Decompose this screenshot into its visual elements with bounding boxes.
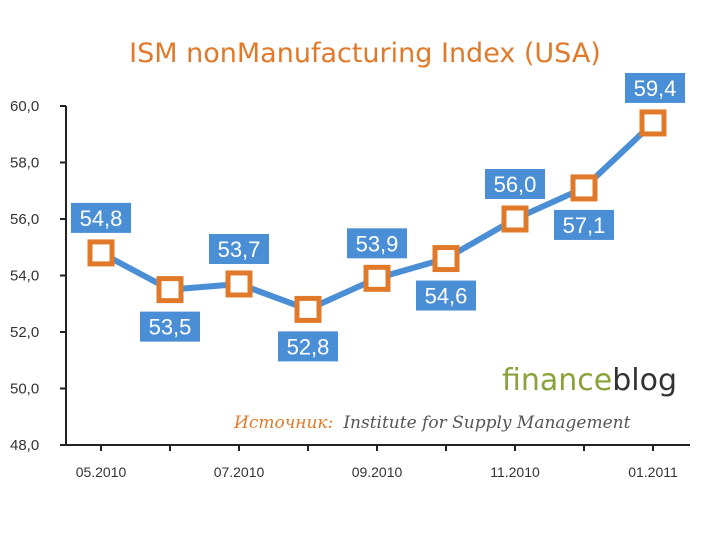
data-label: 57,1 <box>554 209 614 240</box>
data-label-text: 53,7 <box>218 237 261 262</box>
data-point-marker <box>87 239 115 267</box>
y-tick-label: 58,0 <box>10 155 39 172</box>
x-tick-label: 09.2010 <box>352 464 403 480</box>
y-tick-label: 54,0 <box>10 268 39 285</box>
chart-title: ISM nonManufacturing Index (USA) <box>129 38 601 69</box>
data-label-text: 59,4 <box>634 76 677 101</box>
x-tick-label: 07.2010 <box>214 464 265 480</box>
data-label-box <box>416 280 476 311</box>
svg-text:Источник:Institute for Supply: Источник: Institute for Supply Management <box>233 413 631 433</box>
source-label: Источник: <box>233 413 333 433</box>
data-label-text: 52,8 <box>287 334 330 359</box>
data-label: 59,4 <box>625 72 685 103</box>
data-point-marker <box>363 264 391 292</box>
axes: 60,0 58,0 56,0 54,0 52,0 50,0 48,0 05.2010 07.20… <box>10 98 690 480</box>
data-point-marker <box>294 295 322 323</box>
y-tick-label: 48,0 <box>10 437 39 454</box>
data-label: 53,9 <box>347 228 407 259</box>
brand-part-finance: finance <box>502 363 612 398</box>
data-label-text: 54,6 <box>425 284 468 309</box>
data-label-box <box>554 209 614 240</box>
data-label-text: 53,9 <box>356 231 399 256</box>
data-point-marker <box>639 109 667 137</box>
data-label: 54,6 <box>416 280 476 311</box>
data-label-box <box>278 331 338 362</box>
data-label-box <box>485 169 545 199</box>
data-label: 53,7 <box>209 233 269 264</box>
data-point-marker <box>570 174 598 202</box>
branding-logo: financeblog <box>502 363 677 398</box>
data-point-marker <box>432 245 460 273</box>
data-label: 52,8 <box>278 331 338 362</box>
data-label-text: 53,5 <box>149 315 192 340</box>
data-label-box <box>347 228 407 259</box>
data-point-marker <box>225 270 253 298</box>
data-label-text: 57,1 <box>563 213 606 238</box>
y-tick-label: 56,0 <box>10 211 39 228</box>
y-tick-label: 52,0 <box>10 324 39 341</box>
brand-part-blog: blog <box>612 363 677 398</box>
data-point-marker <box>501 205 529 233</box>
data-label-box <box>625 72 685 103</box>
svg-text:financeblog: financeblog <box>502 363 677 398</box>
data-label-box <box>209 233 269 264</box>
data-label-text: 56,0 <box>494 172 537 197</box>
source-text: Institute for Supply Management <box>342 413 630 433</box>
data-labels: 54,8 53,5 53,7 52,8 53,9 54,6 56,0 57,1 59,4 <box>71 72 685 362</box>
y-tick-label: 50,0 <box>10 381 39 398</box>
data-label: 56,0 <box>485 169 545 199</box>
data-point-marker <box>156 276 184 304</box>
x-tick-label: 01.2011 <box>628 464 678 480</box>
data-label: 53,5 <box>140 311 200 342</box>
data-label-box <box>71 202 131 233</box>
data-label-text: 54,8 <box>80 206 123 231</box>
y-tick-label: 60,0 <box>10 98 39 115</box>
x-tick-label: 11.2010 <box>490 464 540 480</box>
x-tick-label: 05.2010 <box>76 464 127 480</box>
data-label-box <box>140 311 200 342</box>
data-label: 54,8 <box>71 202 131 233</box>
series-line <box>87 109 667 323</box>
source-note: Источник: Institute for Supply Management <box>233 413 631 433</box>
